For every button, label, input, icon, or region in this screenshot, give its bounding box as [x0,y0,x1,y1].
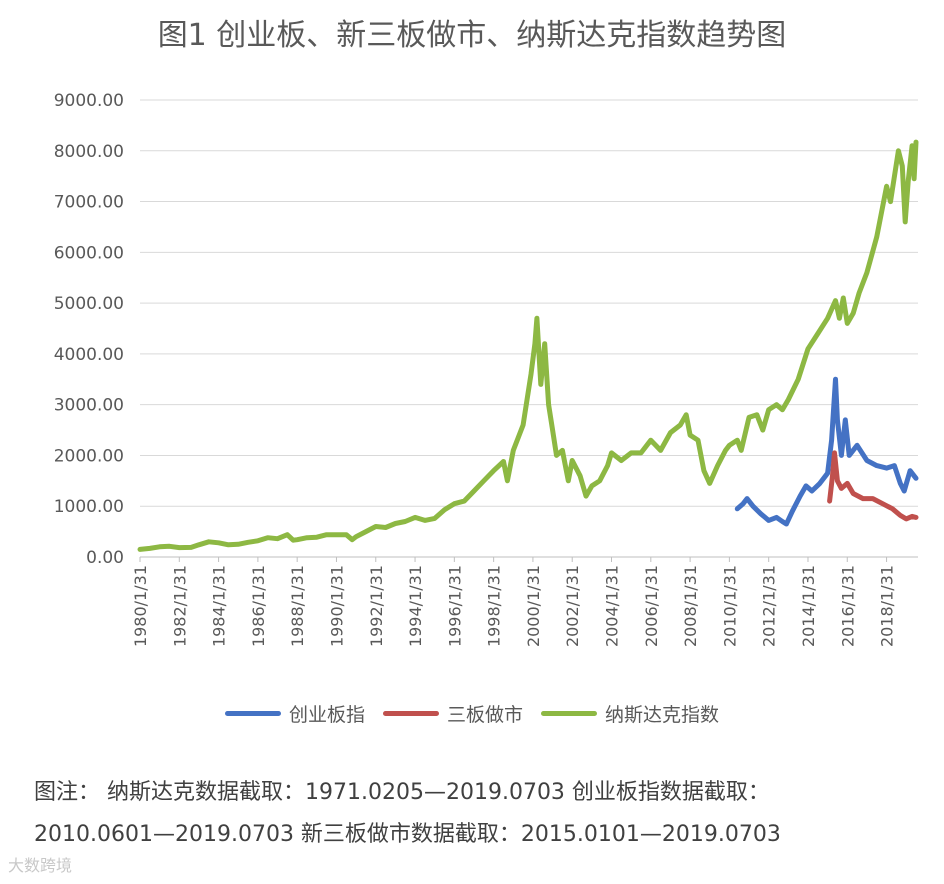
y-tick-label: 0.00 [86,548,124,568]
x-tick-label: 2004/1/31 [603,565,622,647]
legend: 创业板指 三板做市 纳斯达克指数 [0,700,944,727]
line-chart: 0.00 1000.00 2000.00 3000.00 4000.00 5000.00 6… [54,91,919,647]
y-tick-label: 6000.00 [54,243,124,263]
legend-item-nasdaq: 纳斯达克指数 [541,700,719,727]
x-tick-label: 2008/1/31 [681,565,700,647]
x-tick-label: 1994/1/31 [406,565,425,647]
x-tick-label: 1990/1/31 [327,565,346,647]
legend-item-neeq-mm: 三板做市 [382,700,523,727]
y-tick-label: 2000.00 [54,446,124,466]
x-tick-label: 1996/1/31 [445,565,464,647]
watermark: 大数跨境 [8,856,73,875]
x-tick-label: 2006/1/31 [642,565,661,647]
y-tick-label: 5000.00 [54,294,124,314]
legend-label-nasdaq: 纳斯达克指数 [605,704,720,726]
note-line-2: 2010.0601—2019.0703 新三板做市数据截取：2015.0101—… [34,822,781,847]
x-tick-label: 1998/1/31 [485,565,504,647]
x-tick-label: 2014/1/31 [799,565,818,647]
note-line-1: 图注： 纳斯达克数据截取：1971.0205—2019.0703 创业板指数据截… [34,780,770,805]
series-line-nasdaq [137,139,919,552]
y-tick-label: 4000.00 [54,345,124,365]
legend-swatch-nasdaq [541,711,597,716]
x-tick-label: 2018/1/31 [878,565,897,647]
axis-layer: 0.00 1000.00 2000.00 3000.00 4000.00 5000.00 6… [54,91,918,647]
legend-label-chinext: 创业板指 [288,704,365,726]
y-tick-label: 3000.00 [54,396,124,416]
legend-item-chinext: 创业板指 [224,700,365,727]
x-tick-label: 2002/1/31 [563,565,582,647]
series-line-chinext [734,376,919,527]
x-tick-label: 2010/1/31 [720,565,739,647]
x-tick-label: 1982/1/31 [170,565,189,647]
x-tick-label: 2016/1/31 [838,565,857,647]
series-layer [137,139,919,552]
series-line-neeq-mm [827,450,919,522]
legend-swatch-chinext [224,711,281,716]
y-tick-label: 7000.00 [54,193,124,213]
x-tick-label: 2012/1/31 [760,565,779,647]
x-tick-label: 1984/1/31 [210,565,229,647]
x-tick-label: 1986/1/31 [249,565,268,647]
y-tick-label: 8000.00 [54,142,124,162]
x-tick-label: 1980/1/31 [131,565,150,647]
x-tick-label: 1988/1/31 [288,565,307,647]
y-tick-label: 9000.00 [54,91,124,111]
legend-label-neeq-mm: 三板做市 [446,704,523,726]
chart-title: 图1 创业板、新三板做市、纳斯达克指数趋势图 [157,18,787,53]
grid-layer [140,99,918,507]
legend-swatch-neeq-mm [382,711,439,716]
x-tick-label: 2000/1/31 [524,565,543,647]
y-tick-label: 1000.00 [54,497,124,517]
x-tick-label: 1992/1/31 [367,565,386,647]
